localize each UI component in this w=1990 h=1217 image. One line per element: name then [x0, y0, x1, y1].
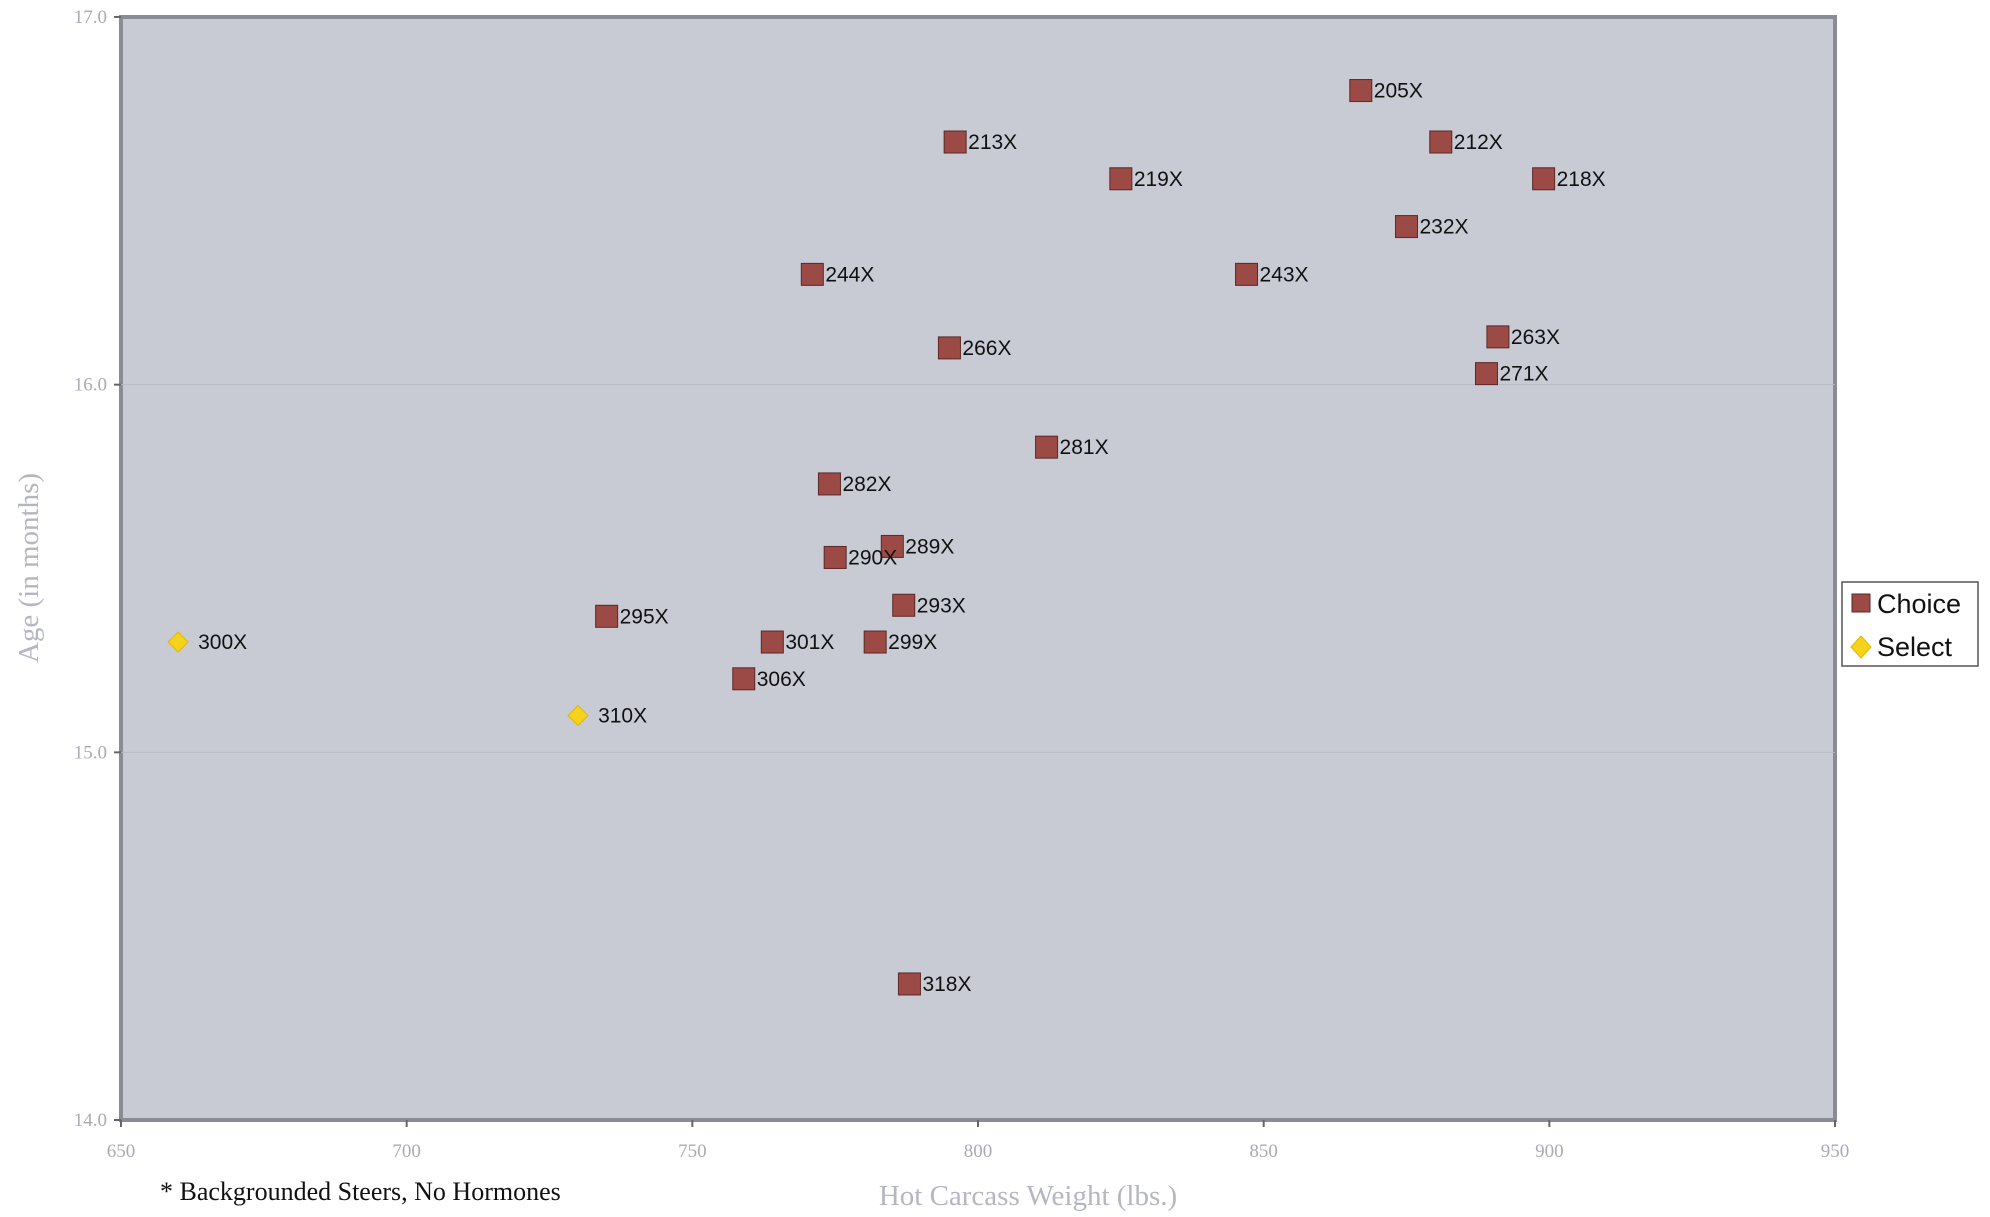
point-299x	[863, 630, 887, 654]
point-218x	[1532, 167, 1556, 191]
point-244x	[800, 262, 824, 286]
point-label-266x: 266X	[962, 337, 1011, 360]
point-263x	[1486, 325, 1510, 349]
legend: Choice Select	[1841, 581, 1979, 667]
x-tick-label-5: 900	[1535, 1141, 1564, 1162]
point-label-282x: 282X	[842, 473, 891, 496]
point-label-295x: 295X	[620, 605, 669, 628]
legend-choice-marker	[1851, 593, 1871, 613]
y-tick-label-0: 14.0	[74, 1110, 107, 1131]
point-295x	[595, 604, 619, 628]
point-label-263x: 263X	[1511, 326, 1560, 349]
legend-select-marker	[1850, 635, 1872, 659]
point-label-310x: 310X	[598, 705, 647, 728]
point-label-281x: 281X	[1060, 436, 1109, 459]
point-212x	[1429, 130, 1453, 154]
point-label-300x: 300X	[198, 631, 247, 654]
point-label-290x: 290X	[848, 546, 897, 569]
x-tick-label-3: 800	[964, 1141, 993, 1162]
point-281x	[1035, 435, 1059, 459]
x-tick-label-0: 650	[107, 1141, 136, 1162]
point-301x	[760, 630, 784, 654]
point-label-299x: 299X	[888, 631, 937, 654]
point-label-244x: 244X	[825, 263, 874, 286]
point-243x	[1235, 262, 1259, 286]
point-318x	[897, 972, 921, 996]
point-205x	[1349, 79, 1373, 103]
footnote: * Backgrounded Steers, No Hormones	[160, 1177, 561, 1206]
point-label-205x: 205X	[1374, 80, 1423, 103]
legend-choice-label: Choice	[1877, 589, 1961, 619]
point-label-218x: 218X	[1557, 168, 1606, 191]
point-label-301x: 301X	[785, 631, 834, 654]
point-306x	[732, 667, 756, 691]
point-300x	[167, 631, 189, 653]
point-label-289x: 289X	[905, 535, 954, 558]
point-266x	[937, 336, 961, 360]
x-tick-label-1: 700	[392, 1141, 421, 1162]
x-tick-label-4: 850	[1249, 1141, 1278, 1162]
point-label-271x: 271X	[1499, 363, 1548, 386]
tick-labels: 14.0 15.0 16.0 17.0 650 700 750 800 850 900 950	[74, 7, 1850, 1162]
gridlines	[121, 384, 1835, 753]
data-points: 205X 212X 213X 218X 219X 232X 244X 243X 263X 266X…	[167, 79, 1606, 996]
point-213x	[943, 130, 967, 154]
point-label-293x: 293X	[917, 594, 966, 617]
point-label-306x: 306X	[757, 668, 806, 691]
plot-area	[119, 15, 1837, 1122]
point-label-213x: 213X	[968, 131, 1017, 154]
point-293x	[892, 593, 916, 617]
axes	[114, 16, 1836, 1127]
point-310x	[567, 704, 589, 727]
y-tick-label-3: 17.0	[74, 7, 107, 28]
point-label-318x: 318X	[922, 973, 971, 996]
point-219x	[1109, 167, 1133, 191]
x-tick-label-6: 950	[1821, 1141, 1850, 1162]
legend-select-label: Select	[1877, 632, 1953, 662]
y-tick-label-2: 16.0	[74, 375, 107, 396]
point-282x	[817, 472, 841, 496]
point-271x	[1474, 362, 1498, 386]
y-tick-label-1: 15.0	[74, 742, 107, 763]
point-290x	[823, 545, 847, 569]
x-tick-label-2: 750	[678, 1141, 707, 1162]
point-label-243x: 243X	[1260, 263, 1309, 286]
x-axis-title: Hot Carcass Weight (lbs.)	[879, 1180, 1177, 1212]
y-axis-title: Age (in months)	[13, 473, 45, 663]
point-label-219x: 219X	[1134, 168, 1183, 191]
point-232x	[1395, 215, 1418, 239]
point-label-232x: 232X	[1420, 216, 1469, 239]
point-label-212x: 212X	[1454, 131, 1503, 154]
point-289x	[880, 534, 904, 558]
